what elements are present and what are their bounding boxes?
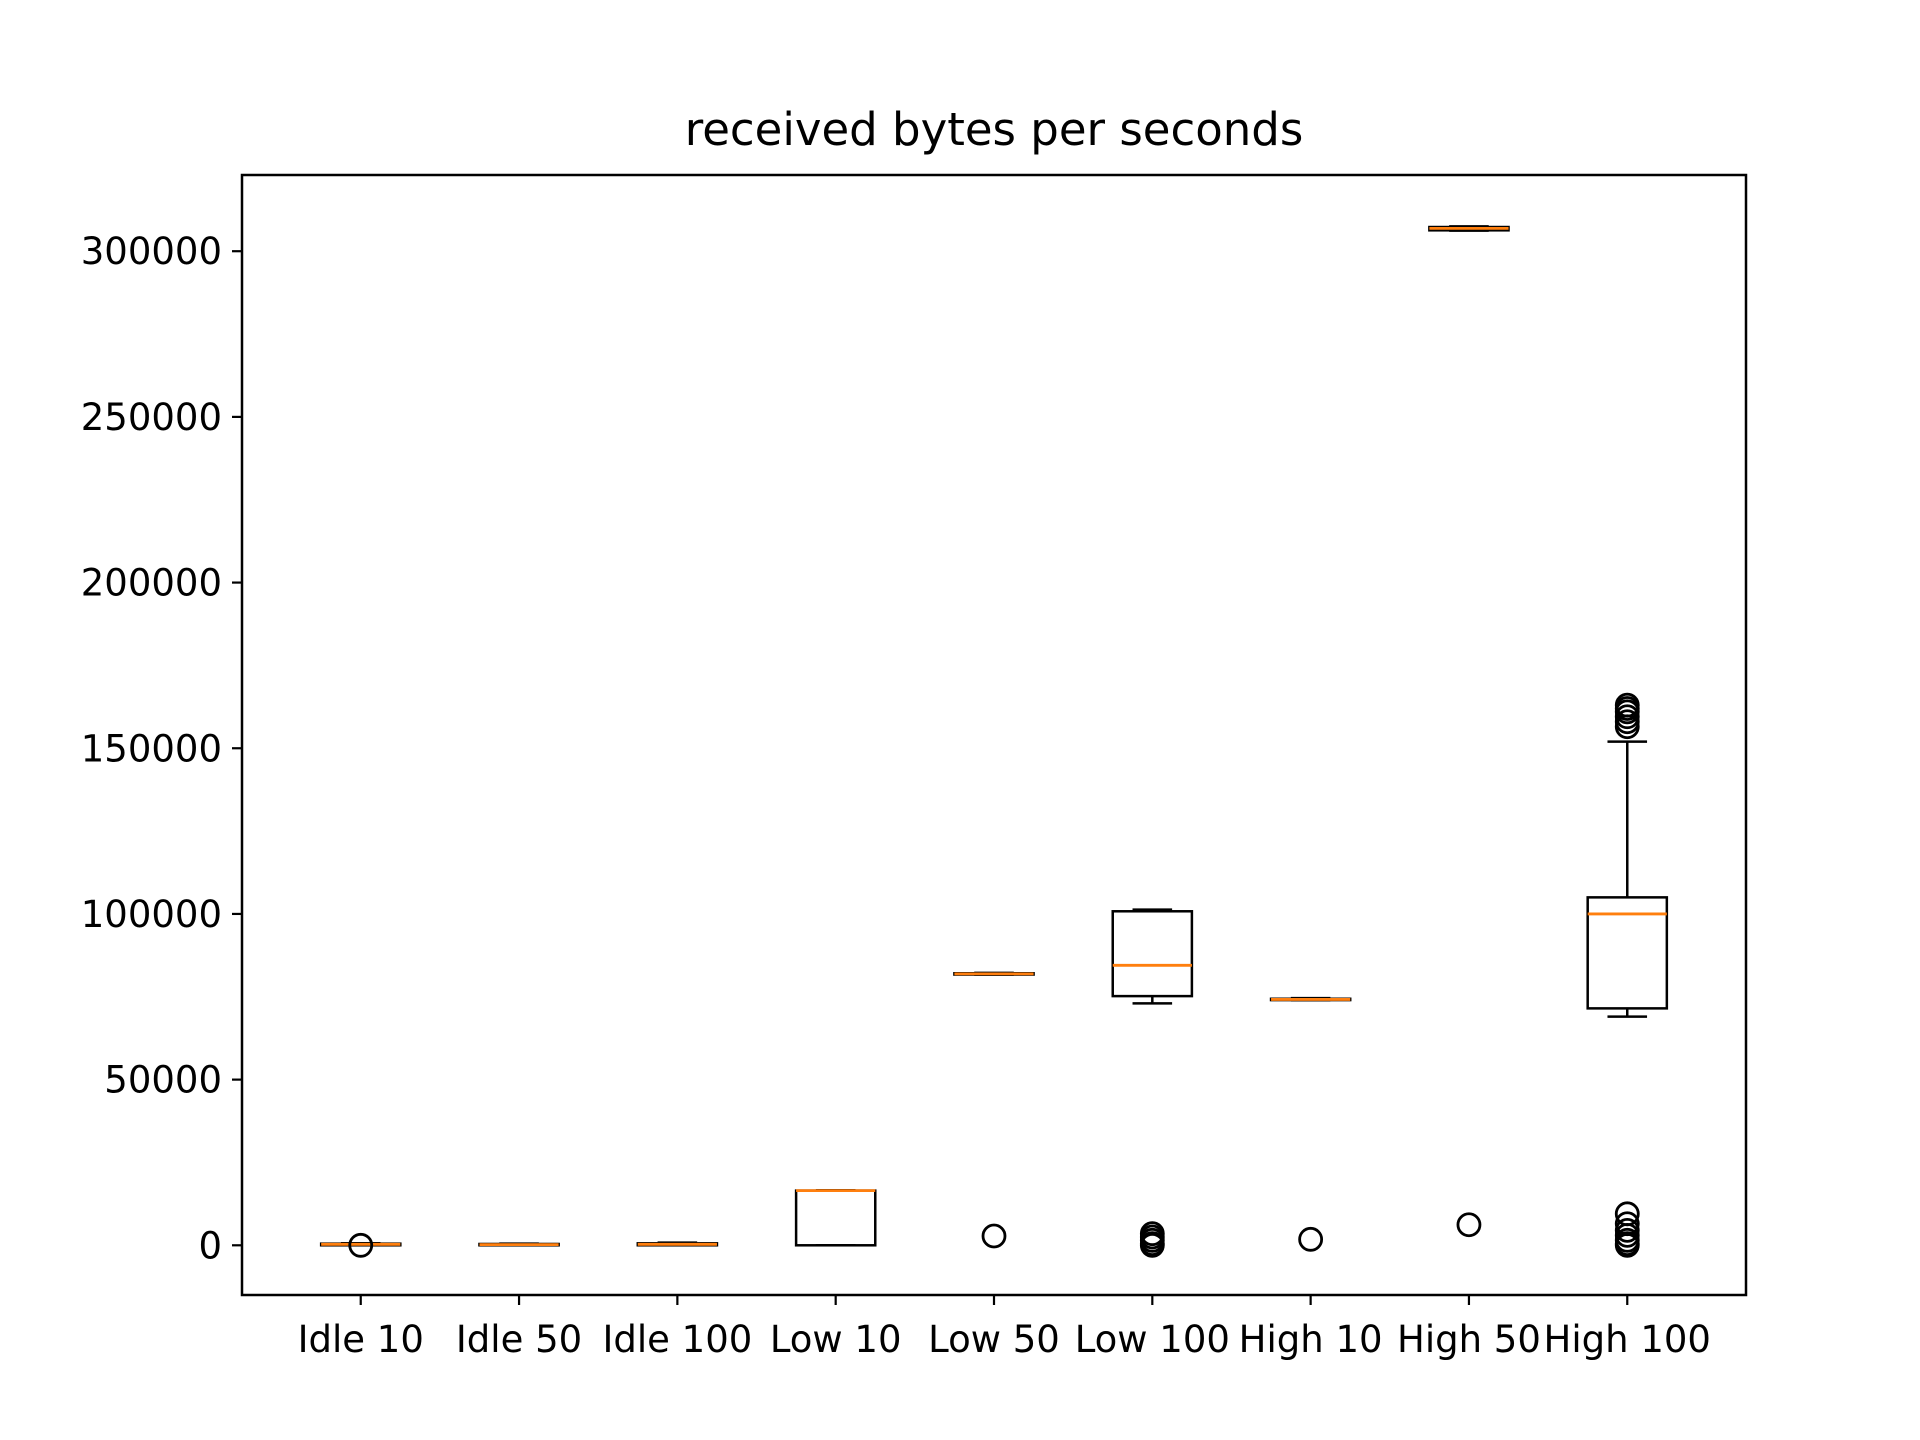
box-group bbox=[636, 1241, 719, 1247]
y-tick-label: 300000 bbox=[81, 230, 222, 273]
y-tick-label: 50000 bbox=[104, 1059, 222, 1102]
x-tick-label: Idle 100 bbox=[602, 1318, 752, 1361]
plot-frame bbox=[240, 173, 1748, 1297]
outlier-point bbox=[348, 1232, 374, 1258]
y-axis: 0 50000 100000 150000 200000 250000 300000 bbox=[81, 230, 242, 1267]
box-iqr bbox=[1111, 910, 1194, 998]
outlier-point bbox=[1456, 1212, 1482, 1238]
x-tick-label: High 10 bbox=[1239, 1318, 1383, 1361]
outlier-point bbox=[1614, 1232, 1640, 1258]
box-group bbox=[1586, 692, 1669, 1258]
box-group bbox=[1269, 996, 1352, 1252]
box-group bbox=[953, 971, 1035, 1249]
y-tick-label: 0 bbox=[198, 1224, 222, 1267]
box-iqr bbox=[1586, 896, 1669, 1010]
outlier-point bbox=[1298, 1226, 1324, 1252]
chart-title: received bytes per seconds bbox=[685, 103, 1304, 156]
y-tick-label: 200000 bbox=[81, 562, 222, 605]
x-tick-label: Low 10 bbox=[770, 1318, 902, 1361]
box-group bbox=[1111, 908, 1194, 1258]
outlier-point bbox=[1139, 1232, 1165, 1258]
y-tick-label: 100000 bbox=[81, 893, 222, 936]
box-group bbox=[794, 1189, 877, 1247]
box-group bbox=[478, 1242, 560, 1247]
outlier-point bbox=[981, 1223, 1007, 1249]
outlier-point bbox=[1614, 714, 1640, 740]
x-tick-label: High 100 bbox=[1544, 1318, 1711, 1361]
x-tick-label: Low 100 bbox=[1075, 1318, 1230, 1361]
x-tick-label: Low 50 bbox=[928, 1318, 1060, 1361]
x-tick-label: Idle 50 bbox=[456, 1318, 582, 1361]
box-group bbox=[319, 1232, 402, 1258]
x-axis: Idle 10 Idle 50 Idle 100 Low 10 Low 50 Low 10… bbox=[298, 1295, 1711, 1361]
x-tick-label: Idle 10 bbox=[298, 1318, 424, 1361]
x-tick-label: High 50 bbox=[1397, 1318, 1541, 1361]
box-series bbox=[319, 225, 1669, 1258]
y-tick-label: 150000 bbox=[81, 727, 222, 770]
box-group bbox=[1428, 225, 1510, 1238]
y-tick-label: 250000 bbox=[81, 396, 222, 439]
